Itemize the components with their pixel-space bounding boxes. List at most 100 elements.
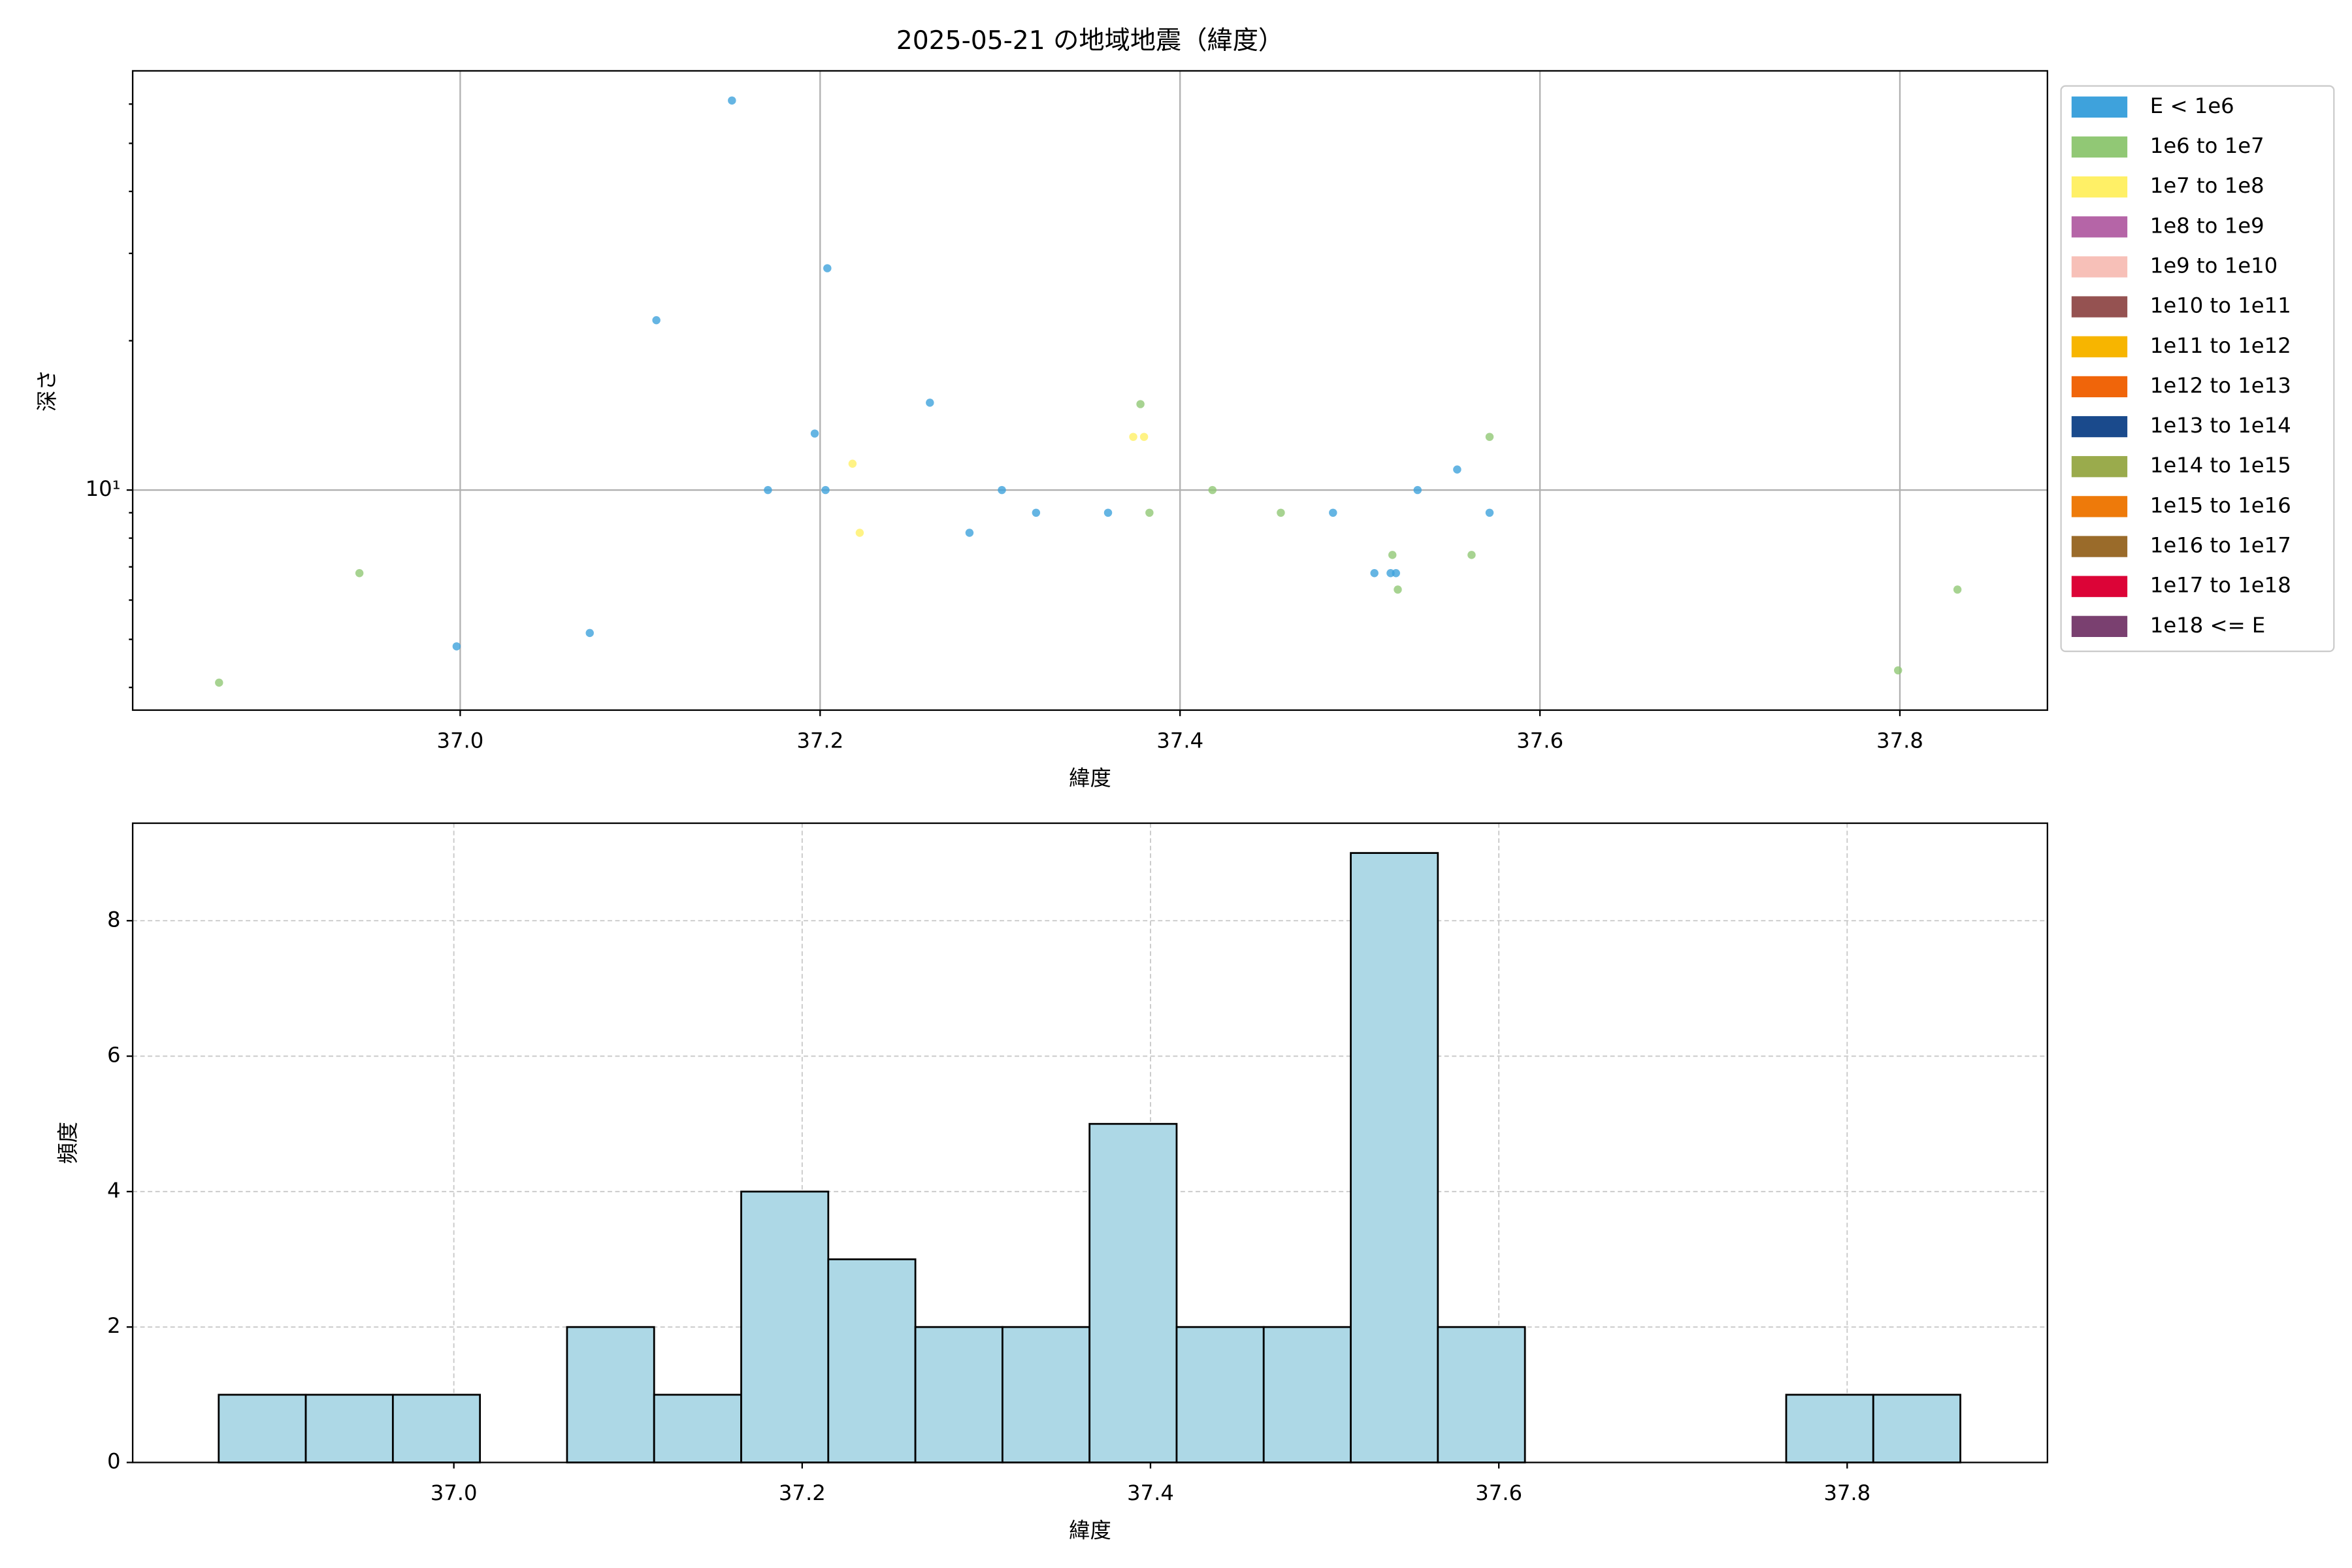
- legend-swatch: [2071, 336, 2128, 357]
- point: [1329, 508, 1337, 517]
- x-tick-label: 37.2: [796, 728, 843, 753]
- point: [764, 485, 772, 495]
- legend-swatch: [2071, 496, 2128, 517]
- point: [728, 96, 736, 105]
- x-tick-label: 37.8: [1823, 1480, 1870, 1505]
- point: [585, 629, 594, 638]
- y-tick-label: 4: [107, 1178, 121, 1203]
- y-tick-label: 2: [107, 1313, 121, 1338]
- bar: [304, 1394, 394, 1463]
- legend-box: [2060, 85, 2335, 653]
- legend-label: 1e8 to 1e9: [2150, 213, 2264, 238]
- legend-swatch: [2071, 296, 2128, 318]
- point: [652, 316, 661, 325]
- legend-swatch: [2071, 176, 2128, 198]
- legend-label: 1e6 to 1e7: [2150, 133, 2264, 158]
- legend-label: 1e12 to 1e13: [2150, 373, 2291, 398]
- point: [965, 529, 974, 537]
- y-tick-label: 8: [107, 907, 121, 932]
- point: [1485, 433, 1494, 441]
- legend-label: 1e16 to 1e17: [2150, 533, 2291, 558]
- legend-label: E < 1e6: [2150, 93, 2234, 118]
- chart-title: 2025-05-21 の地域地震（緯度）: [896, 26, 1284, 56]
- legend-label: 1e15 to 1e16: [2150, 493, 2291, 517]
- y-tick-label: 0: [107, 1448, 121, 1473]
- point: [1485, 508, 1494, 517]
- legend-swatch: [2071, 136, 2128, 158]
- legend-swatch: [2071, 376, 2128, 398]
- legend-swatch: [2071, 216, 2128, 238]
- point: [1277, 508, 1285, 517]
- x-tick-label: 37.0: [436, 728, 483, 753]
- bar: [1262, 1326, 1352, 1463]
- legend-swatch: [2071, 536, 2128, 557]
- point: [1129, 433, 1137, 441]
- legend-label: 1e13 to 1e14: [2150, 413, 2291, 438]
- point: [1953, 585, 1962, 594]
- x-tick-label: 37.6: [1475, 1480, 1522, 1505]
- point: [1392, 568, 1400, 578]
- legend-label: 1e18 <= E: [2150, 613, 2266, 638]
- point: [1145, 508, 1154, 517]
- y-tick-label: 10¹: [86, 476, 121, 501]
- legend-label: 1e14 to 1e15: [2150, 453, 2291, 478]
- bar: [914, 1326, 1004, 1463]
- point: [1103, 508, 1113, 517]
- x-tick-label: 37.6: [1516, 728, 1563, 753]
- point: [998, 485, 1006, 495]
- bar: [1175, 1326, 1265, 1463]
- legend-swatch: [2071, 256, 2128, 278]
- point: [926, 399, 934, 407]
- bar: [827, 1258, 917, 1463]
- point: [1139, 433, 1149, 441]
- bar: [1437, 1326, 1526, 1463]
- legend-swatch: [2071, 96, 2128, 118]
- axes-frame: [131, 822, 2048, 1463]
- point: [452, 642, 461, 651]
- x-tick-label: 37.0: [431, 1480, 478, 1505]
- x-axis-label: 緯度: [1069, 766, 1111, 791]
- point: [215, 678, 223, 687]
- x-axis-label: 緯度: [1069, 1518, 1111, 1543]
- point: [810, 429, 819, 438]
- legend-label: 1e7 to 1e8: [2150, 173, 2264, 198]
- bar: [1350, 852, 1439, 1463]
- legend-label: 1e9 to 1e10: [2150, 253, 2278, 278]
- point: [821, 485, 830, 495]
- point: [1467, 551, 1476, 559]
- point: [1208, 485, 1217, 495]
- bar: [566, 1326, 655, 1463]
- bar: [218, 1394, 307, 1463]
- point: [355, 568, 364, 578]
- legend-label: 1e10 to 1e11: [2150, 293, 2291, 318]
- bar: [1088, 1122, 1178, 1463]
- legend-swatch: [2071, 456, 2128, 478]
- legend-swatch: [2071, 416, 2128, 438]
- point: [1893, 666, 1903, 675]
- y-axis-label: 深さ: [35, 369, 59, 412]
- legend-label: 1e11 to 1e12: [2150, 333, 2291, 358]
- point: [1136, 400, 1145, 408]
- y-axis-label: 頻度: [56, 1122, 80, 1164]
- legend-swatch: [2071, 615, 2128, 637]
- bar: [1872, 1394, 1961, 1463]
- point: [1394, 585, 1402, 594]
- bar: [740, 1190, 830, 1463]
- point: [1413, 485, 1422, 495]
- bar: [391, 1394, 482, 1463]
- legend-swatch: [2071, 576, 2128, 597]
- point: [848, 459, 857, 468]
- point: [1370, 568, 1379, 578]
- bar: [1001, 1326, 1091, 1463]
- bar: [653, 1394, 742, 1463]
- x-tick-label: 37.4: [1127, 1480, 1174, 1505]
- x-tick-label: 37.8: [1876, 728, 1923, 753]
- point: [1388, 551, 1397, 559]
- bar: [1785, 1394, 1874, 1463]
- point: [855, 529, 864, 537]
- point: [823, 264, 832, 272]
- x-tick-label: 37.2: [779, 1480, 826, 1505]
- legend-label: 1e17 to 1e18: [2150, 573, 2291, 598]
